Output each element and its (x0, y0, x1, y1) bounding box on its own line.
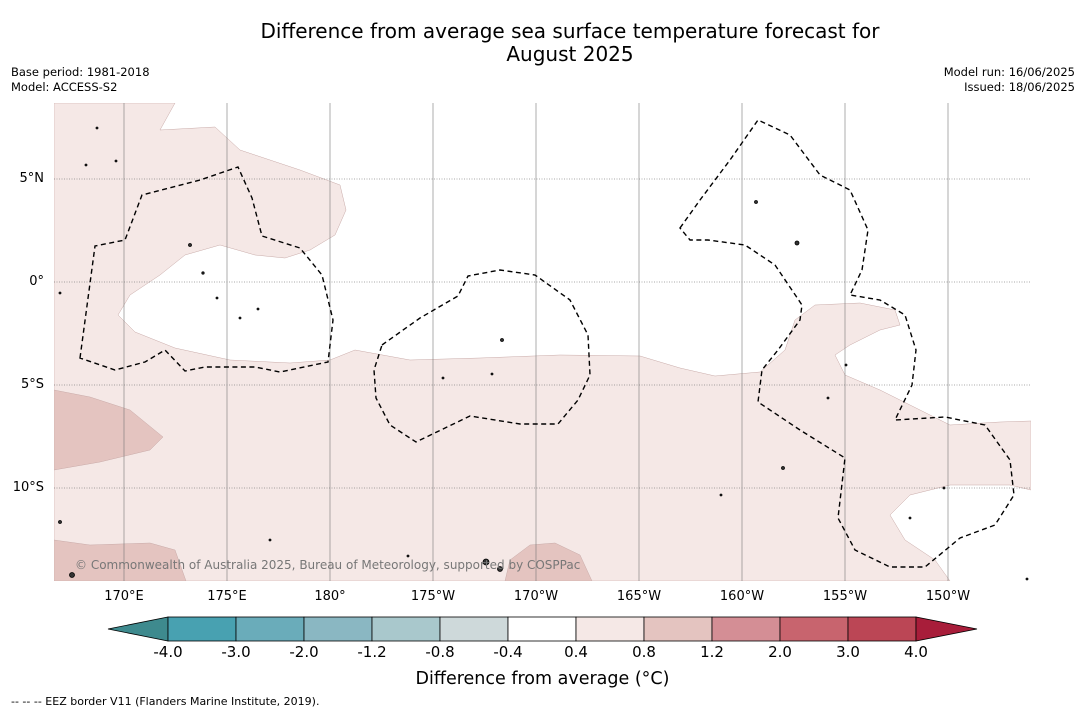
lon-label-150w: 150°W (925, 589, 971, 604)
lon-label-170e: 170°E (104, 589, 144, 604)
meta-left: Base period: 1981-2018 Model: ACCESS-S2 (11, 65, 150, 95)
colorbar-segment (371, 616, 441, 642)
eez-borders (79, 119, 1015, 568)
islands (58, 126, 1029, 581)
colorbar-segment (303, 616, 373, 642)
lon-label-175e: 175°E (207, 589, 247, 604)
lat-label-0: 0° (29, 274, 44, 289)
colorbar-segment (167, 616, 237, 642)
model-run: Model run: 16/06/2025 (943, 65, 1075, 79)
meridians (123, 103, 949, 581)
colorbar-segment (847, 616, 917, 642)
lon-label-160w: 160°W (719, 589, 765, 604)
lat-label-5s: 5°S (20, 377, 44, 392)
colorbar (107, 616, 978, 642)
colorbar-tick-label: -4.0 (153, 643, 183, 661)
colorbar-segment (643, 616, 713, 642)
lat-label-10s: 10°S (12, 480, 44, 495)
copyright-notice: © Commonwealth of Australia 2025, Bureau… (75, 558, 581, 572)
lon-label-180: 180° (314, 589, 346, 604)
colorbar-tick-label: -1.2 (357, 643, 387, 661)
colorbar-segment (779, 616, 849, 642)
colorbar-tick-label: 1.2 (700, 643, 724, 661)
title-line-1: Difference from average sea surface temp… (260, 19, 880, 43)
colorbar-tick-label: 0.8 (632, 643, 656, 661)
gridlines (54, 178, 1031, 489)
colorbar-extend-high (915, 616, 978, 642)
colorbar-tick-label: -2.0 (289, 643, 319, 661)
colorbar-segment (507, 616, 577, 642)
anomaly-region-moderate-warm-west (54, 389, 164, 471)
lon-label-165w: 165°W (616, 589, 662, 604)
colorbar-tick-label: 3.0 (836, 643, 860, 661)
colorbar-segment (439, 616, 509, 642)
colorbar-segment (711, 616, 781, 642)
lat-label-5n: 5°N (19, 171, 45, 186)
colorbar-tick-label: 0.4 (564, 643, 588, 661)
model-name: Model: ACCESS-S2 (11, 80, 118, 94)
colorbar-tick-label: -3.0 (221, 643, 251, 661)
colorbar-tick-label: 2.0 (768, 643, 792, 661)
colorbar-tick-label: -0.8 (425, 643, 455, 661)
meta-right: Model run: 16/06/2025 Issued: 18/06/2025 (944, 65, 1075, 95)
anomaly-region-weak-warm (54, 103, 1031, 581)
map-title: Difference from average sea surface temp… (0, 20, 1085, 66)
anomaly-region-moderate-warm-s (504, 542, 593, 581)
lon-label-170w: 170°W (513, 589, 559, 604)
issued-date: Issued: 18/06/2025 (964, 80, 1075, 94)
lon-label-155w: 155°W (822, 589, 868, 604)
colorbar-tick-label: -0.4 (493, 643, 523, 661)
colorbar-extend-low (107, 616, 169, 642)
title-line-2: August 2025 (506, 42, 634, 66)
colorbar-segment (235, 616, 305, 642)
lon-label-175w: 175°W (410, 589, 456, 604)
colorbar-segment (575, 616, 645, 642)
anomaly-region-moderate-warm-sw (54, 539, 187, 581)
eez-legend-footnote: -- -- -- EEZ border V11 (Flanders Marine… (11, 695, 320, 708)
colorbar-tick-label: 4.0 (904, 643, 928, 661)
base-period: Base period: 1981-2018 (11, 65, 150, 79)
colorbar-title: Difference from average (°C) (415, 669, 670, 689)
